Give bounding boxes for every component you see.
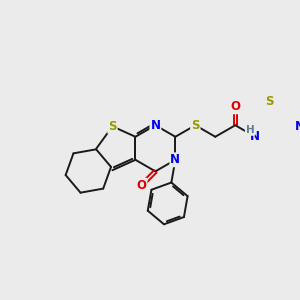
- Text: S: S: [108, 120, 117, 133]
- Text: O: O: [136, 179, 146, 192]
- Text: O: O: [230, 100, 240, 113]
- Text: H: H: [246, 125, 254, 135]
- Text: S: S: [191, 119, 200, 132]
- Text: N: N: [150, 119, 161, 132]
- Text: S: S: [265, 94, 273, 107]
- Text: N: N: [295, 121, 300, 134]
- Text: N: N: [250, 130, 260, 143]
- Text: N: N: [170, 153, 180, 166]
